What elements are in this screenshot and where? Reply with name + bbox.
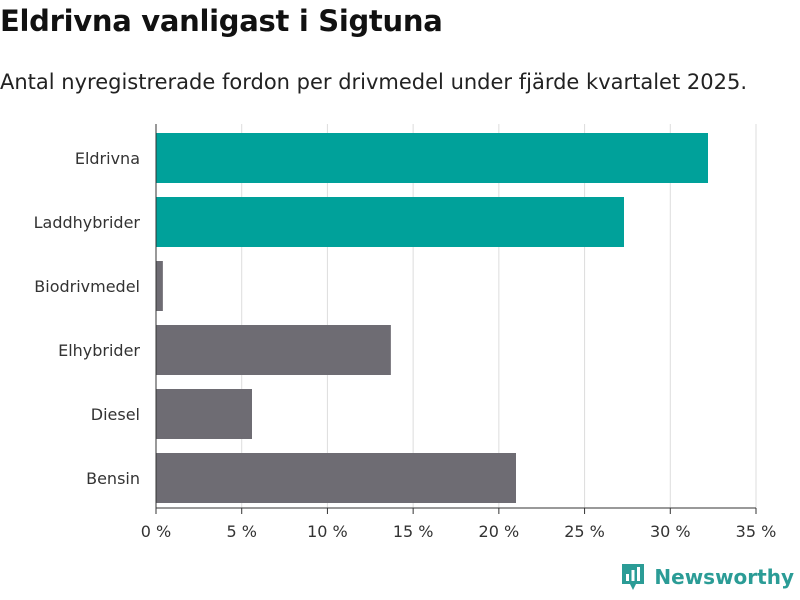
bar-laddhybrider bbox=[156, 197, 624, 247]
x-tick-label: 30 % bbox=[650, 522, 691, 541]
x-tick-label: 0 % bbox=[141, 522, 171, 541]
x-tick-label: 25 % bbox=[564, 522, 605, 541]
x-tick-label: 15 % bbox=[393, 522, 434, 541]
brand: Newsworthy bbox=[620, 562, 794, 592]
gridlines bbox=[241, 124, 757, 508]
x-tick-label: 5 % bbox=[226, 522, 256, 541]
bar-diesel bbox=[156, 389, 252, 439]
category-label: Diesel bbox=[91, 405, 140, 424]
bar-biodrivmedel bbox=[156, 261, 163, 311]
chart-subtitle: Antal nyregistrerade fordon per drivmede… bbox=[0, 70, 748, 94]
chart-title: Eldrivna vanligast i Sigtuna bbox=[0, 4, 443, 38]
bars bbox=[156, 133, 708, 503]
category-label: Elhybrider bbox=[58, 341, 140, 360]
category-label: Biodrivmedel bbox=[34, 277, 140, 296]
x-tick-label: 20 % bbox=[479, 522, 520, 541]
newsworthy-logo-icon bbox=[622, 564, 645, 590]
category-labels: Eldrivna Laddhybrider Biodrivmedel Elhybrid… bbox=[34, 149, 141, 488]
bar-elhybrider bbox=[156, 325, 391, 375]
category-label: Bensin bbox=[86, 469, 140, 488]
category-label: Laddhybrider bbox=[34, 213, 141, 232]
brand-name: Newsworthy bbox=[654, 565, 794, 589]
x-tick-label: 10 % bbox=[307, 522, 348, 541]
x-axis: 0 % 5 % 10 % 15 % 20 % 25 % 30 % 35 % bbox=[141, 124, 777, 541]
bar-eldrivna bbox=[156, 133, 708, 183]
category-label: Eldrivna bbox=[75, 149, 140, 168]
bar-bensin bbox=[156, 453, 516, 503]
x-tick-label: 35 % bbox=[736, 522, 777, 541]
